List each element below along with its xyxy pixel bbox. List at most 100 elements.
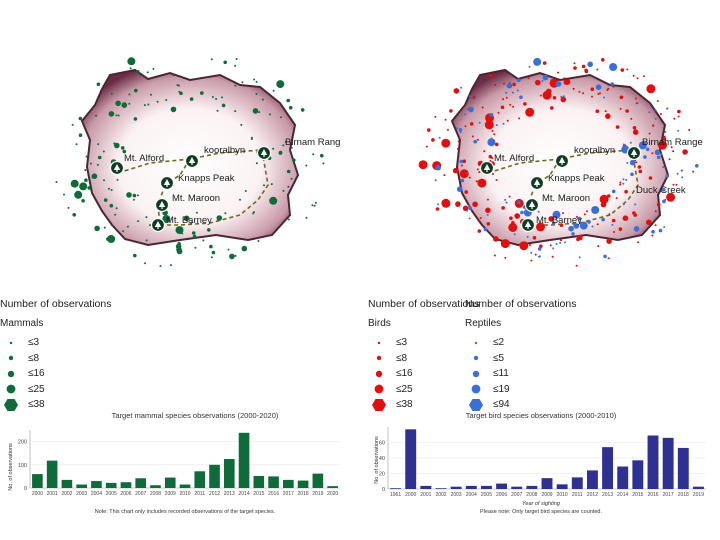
observation-point xyxy=(435,164,441,171)
observation-point xyxy=(490,137,493,140)
observation-point xyxy=(596,68,599,71)
x-tick-label: 2014 xyxy=(617,492,628,498)
x-tick-label: 2009 xyxy=(541,492,552,498)
observation-point xyxy=(194,246,197,249)
label-mt-maroon: Mt. Maroon xyxy=(542,193,590,204)
observation-point xyxy=(311,204,314,207)
observation-point xyxy=(661,188,666,192)
observation-point xyxy=(533,57,542,66)
observation-point xyxy=(84,169,87,172)
x-tick-label: 2001 xyxy=(420,492,431,498)
label-mt-barney: Mt. Barney xyxy=(536,215,582,226)
observation-point xyxy=(656,155,661,160)
observation-point xyxy=(591,95,593,98)
bar xyxy=(632,460,644,489)
observation-point xyxy=(175,243,182,250)
x-tick-label: 2010 xyxy=(557,492,568,498)
x-tick-label: 2019 xyxy=(312,491,323,497)
x-tick-label: 2006 xyxy=(120,491,131,497)
observation-point xyxy=(195,211,198,214)
observation-point xyxy=(486,222,491,226)
observation-point xyxy=(527,77,530,80)
observation-point xyxy=(478,171,481,174)
observation-point xyxy=(459,169,469,179)
observation-point xyxy=(552,96,557,100)
observation-point xyxy=(452,167,459,174)
observation-point xyxy=(90,162,92,165)
peak-icon xyxy=(159,175,175,191)
observation-point xyxy=(575,264,578,267)
observation-point xyxy=(666,192,676,202)
bar xyxy=(32,474,43,488)
observation-point xyxy=(192,234,197,239)
observation-point xyxy=(234,64,237,67)
observation-point xyxy=(542,90,552,100)
observation-point xyxy=(605,113,611,119)
observation-point xyxy=(457,140,460,143)
bar xyxy=(465,485,477,489)
observation-point xyxy=(560,95,563,98)
x-tick-label: 2011 xyxy=(572,492,583,498)
observation-point xyxy=(695,164,699,168)
observation-point xyxy=(668,158,671,161)
observation-point xyxy=(108,111,115,117)
observation-point xyxy=(434,115,437,118)
observation-point xyxy=(646,84,656,94)
mammals-map[interactable]: Mt. Alford kooralbyn Knapps Peak Mt. Mar… xyxy=(40,55,340,275)
observation-point xyxy=(418,160,428,170)
x-tick-label: 2004 xyxy=(466,492,477,498)
observation-point xyxy=(147,103,150,106)
observation-point xyxy=(136,70,140,74)
observation-point xyxy=(78,116,83,121)
observation-point xyxy=(591,225,594,228)
bar xyxy=(327,486,338,488)
label-kooralbyn: kooralbyn xyxy=(574,145,615,156)
observation-point xyxy=(595,109,600,113)
observation-point xyxy=(662,137,667,141)
x-tick-label: 2012 xyxy=(209,491,220,497)
label-kooralbyn: kooralbyn xyxy=(204,145,245,156)
observation-point xyxy=(608,213,611,216)
observation-point xyxy=(488,154,493,159)
observation-point xyxy=(468,106,474,113)
x-tick-label: 2010 xyxy=(179,491,190,497)
observation-point xyxy=(305,164,308,167)
observation-point xyxy=(676,172,679,175)
observation-point xyxy=(211,96,214,98)
observation-point xyxy=(685,152,688,155)
observation-point xyxy=(282,144,285,147)
observation-point xyxy=(563,77,566,80)
y-tick-label: 0 xyxy=(382,487,385,493)
observation-point xyxy=(70,179,79,188)
observation-point xyxy=(120,146,125,150)
observation-point xyxy=(622,178,625,181)
observation-point xyxy=(107,187,110,190)
observation-point xyxy=(435,207,440,211)
observation-point xyxy=(495,179,498,181)
bar xyxy=(164,477,176,488)
observation-point xyxy=(508,223,518,232)
observation-point xyxy=(606,238,612,244)
x-tick-label: 2007 xyxy=(135,491,146,497)
observation-point xyxy=(87,186,91,190)
birds-reptiles-map[interactable]: Mt. Alford kooralbyn Knapps Peak Mt. Mar… xyxy=(410,55,710,275)
bar xyxy=(209,464,220,488)
bar xyxy=(390,488,402,489)
label-mt-barney: Mt. Barney xyxy=(166,215,212,226)
observation-point xyxy=(145,216,148,219)
observation-point xyxy=(210,256,213,259)
observation-point xyxy=(517,200,521,204)
observation-point xyxy=(474,96,477,99)
observation-point xyxy=(552,84,555,87)
bar xyxy=(647,435,659,489)
bar xyxy=(312,473,324,488)
observation-point xyxy=(126,192,132,198)
observation-point xyxy=(146,71,149,74)
observation-point xyxy=(128,102,131,105)
observation-point xyxy=(314,201,317,204)
label-mt-alford: Mt. Alford xyxy=(124,153,164,164)
observation-point xyxy=(449,109,453,113)
y-tick-label: 40 xyxy=(379,456,385,462)
observation-point xyxy=(552,210,561,219)
observation-point xyxy=(509,103,512,106)
